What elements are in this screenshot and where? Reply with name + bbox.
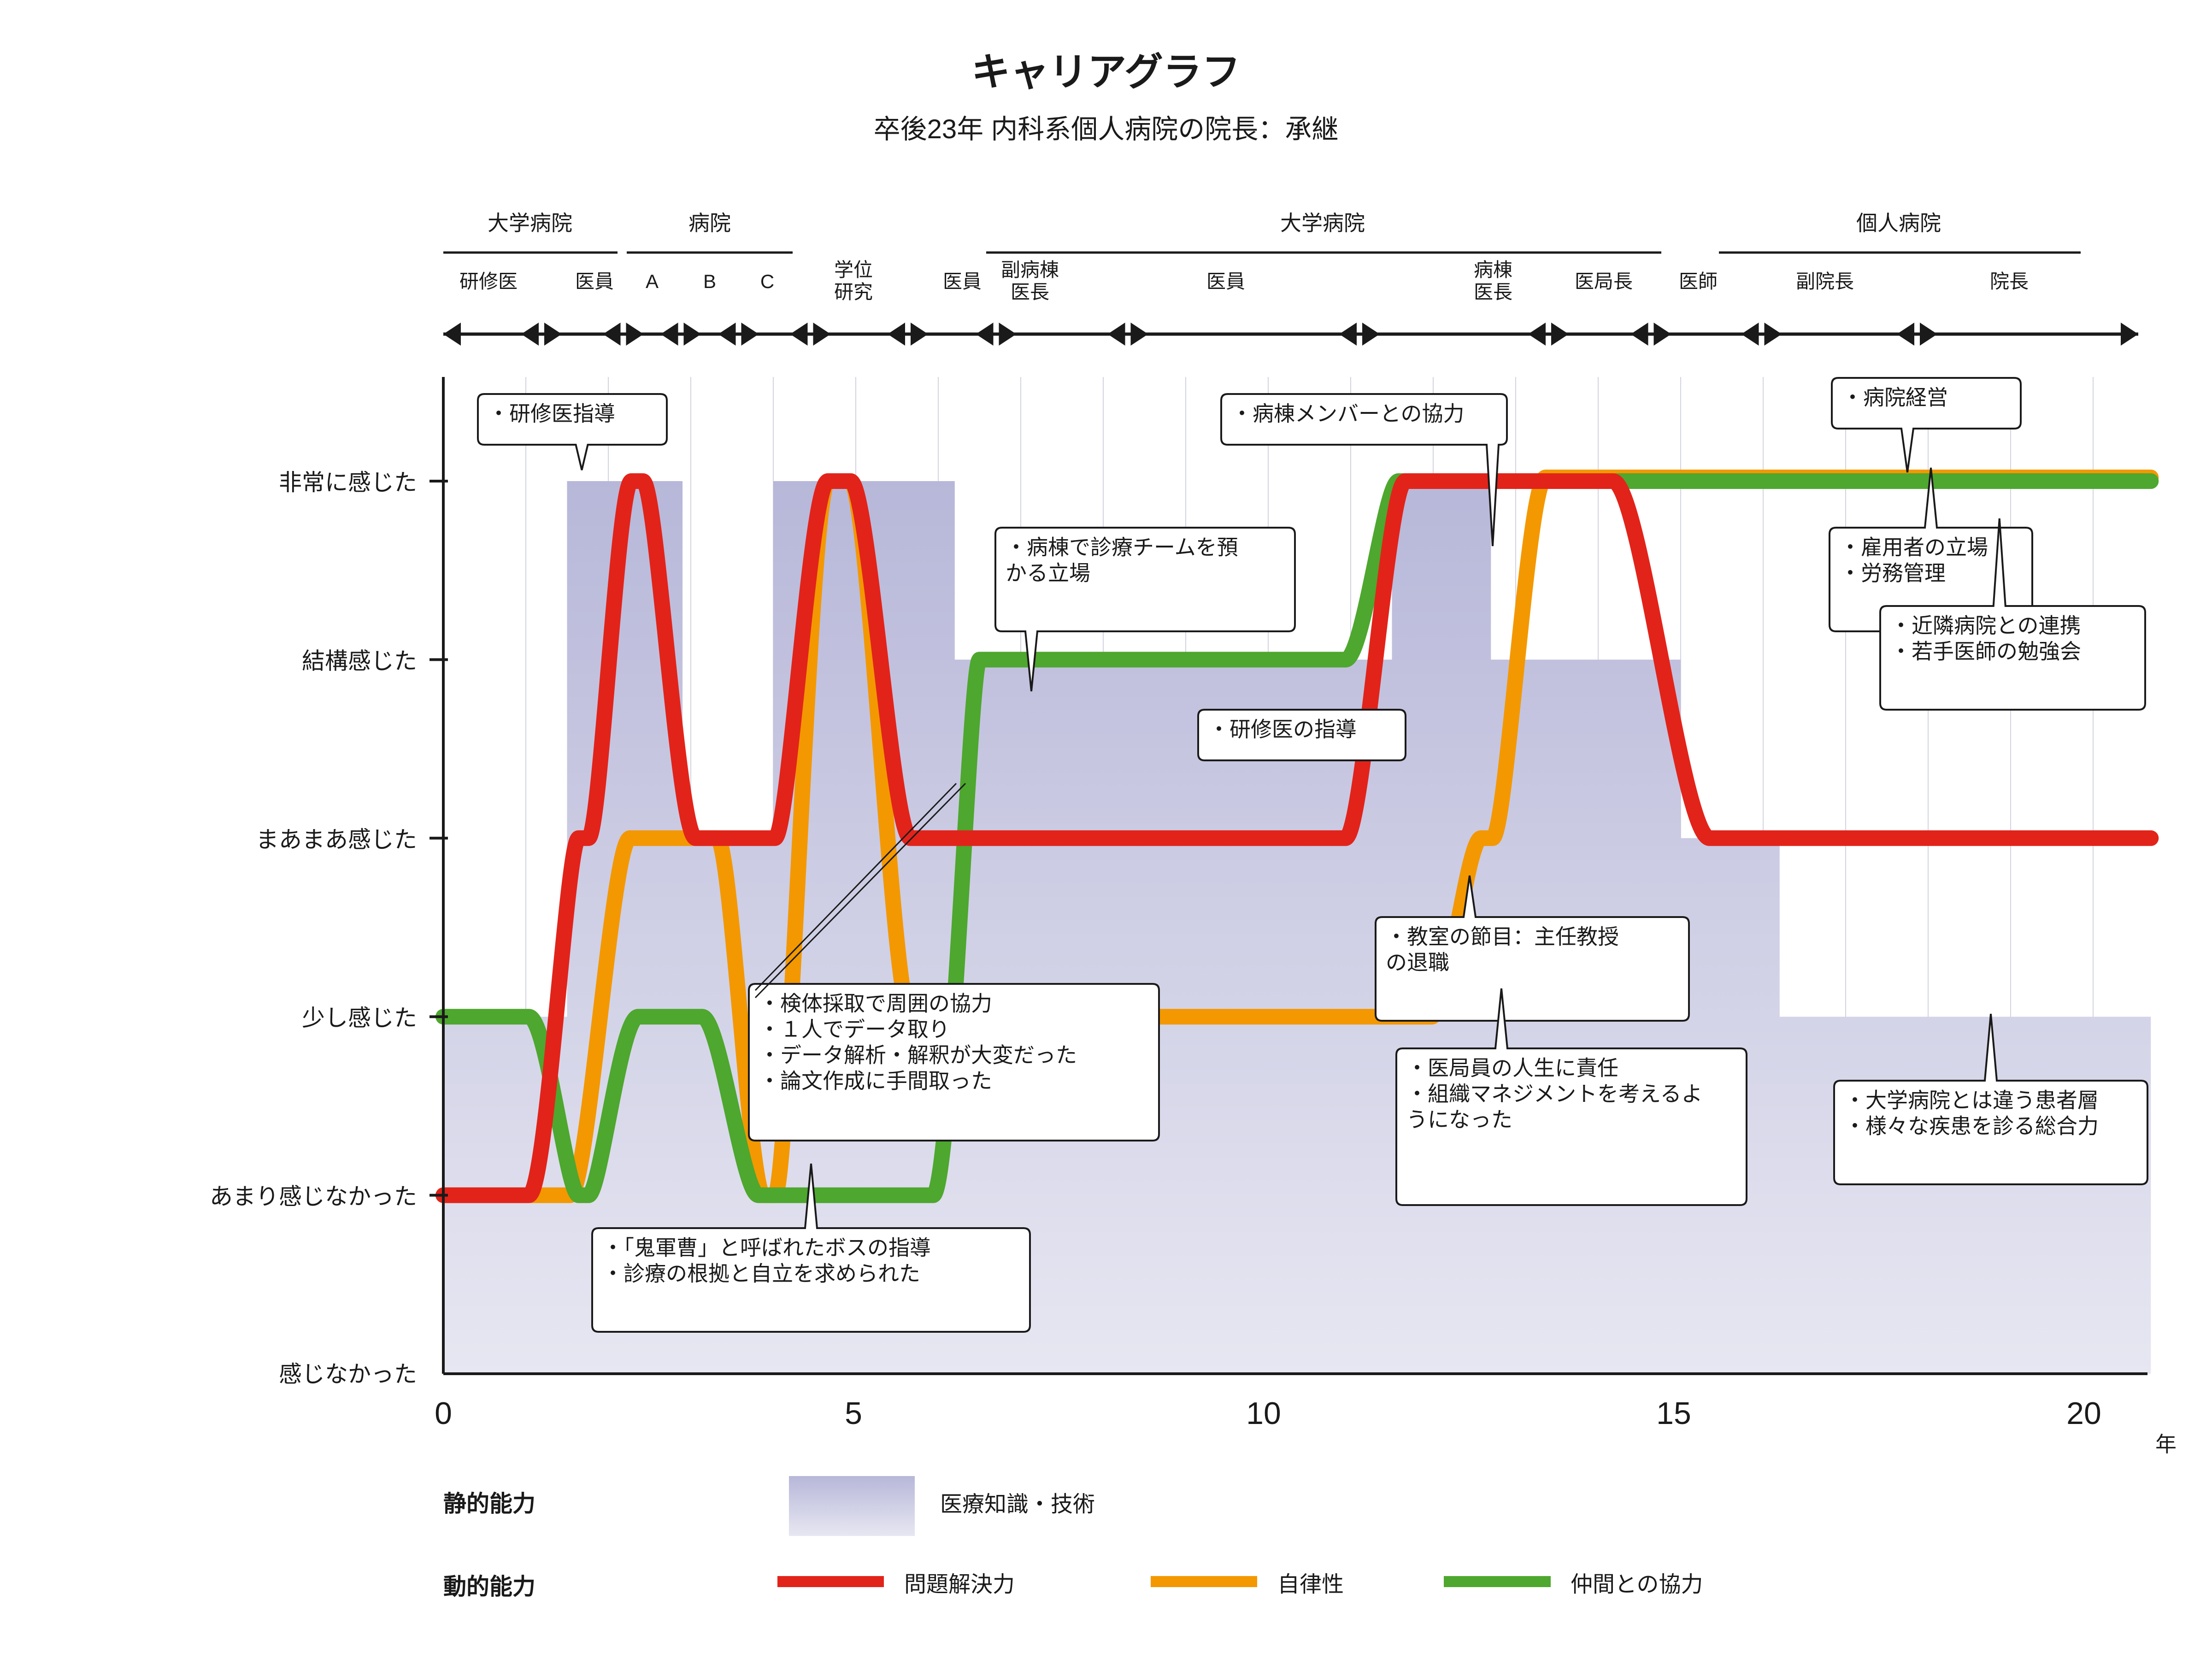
svg-text:・病棟メンバーとの協力: ・病棟メンバーとの協力 [1231,401,1465,425]
svg-text:・労務管理: ・労務管理 [1840,561,1946,585]
svg-text:医局長: 医局長 [1575,271,1633,292]
svg-text:・研修医指導: ・研修医指導 [488,401,615,425]
svg-text:・「鬼軍曹」と呼ばれたボスの指導: ・「鬼軍曹」と呼ばれたボスの指導 [602,1235,931,1259]
svg-text:C: C [760,271,774,292]
svg-text:感じなかった: 感じなかった [279,1361,417,1387]
svg-text:医師: 医師 [1679,271,1718,292]
svg-text:医員: 医員 [575,271,614,292]
svg-text:・近隣病院との連携: ・近隣病院との連携 [1890,613,2081,637]
svg-text:研修医: 研修医 [459,271,518,292]
svg-text:医長: 医長 [1011,281,1049,303]
svg-text:あまり感じなかった: あまり感じなかった [210,1184,417,1210]
svg-text:大学病院: 大学病院 [488,211,572,235]
svg-text:・データ解析・解釈が大変だった: ・データ解析・解釈が大変だった [759,1043,1077,1067]
svg-text:10: 10 [1246,1396,1281,1431]
svg-text:・教室の節目：主任教授: ・教室の節目：主任教授 [1386,924,1619,948]
svg-text:・若手医師の勉強会: ・若手医師の勉強会 [1890,639,2081,663]
svg-text:医員: 医員 [1206,271,1245,292]
svg-text:・病棟で診療チームを預: ・病棟で診療チームを預 [1006,535,1238,559]
svg-text:・雇用者の立場: ・雇用者の立場 [1840,535,1988,559]
svg-text:・組織マネジメントを考えるよ: ・組織マネジメントを考えるよ [1406,1082,1703,1106]
svg-text:15: 15 [1656,1396,1691,1431]
svg-text:結構感じた: 結構感じた [302,648,417,674]
svg-text:学位: 学位 [834,259,873,281]
svg-text:の退職: の退職 [1386,950,1449,974]
svg-text:自律性: 自律性 [1277,1572,1344,1597]
svg-text:まあまあ感じた: まあまあ感じた [256,827,417,853]
svg-text:医長: 医長 [1474,281,1512,303]
svg-text:大学病院: 大学病院 [1280,211,1365,235]
svg-text:医員: 医員 [943,271,982,292]
svg-text:研究: 研究 [834,281,873,303]
svg-text:・病院経営: ・病院経営 [1842,385,1948,409]
svg-text:非常に感じた: 非常に感じた [279,470,417,495]
svg-text:年: 年 [2155,1432,2177,1456]
svg-text:静的能力: 静的能力 [443,1491,535,1517]
svg-text:病棟: 病棟 [1474,259,1512,281]
svg-text:A: A [646,271,659,292]
svg-text:医療知識・技術: 医療知識・技術 [940,1492,1095,1517]
svg-text:・様々な疾患を診る総合力: ・様々な疾患を診る総合力 [1844,1114,2099,1138]
svg-text:卒後23年 内科系個人病院の院長：承継: 卒後23年 内科系個人病院の院長：承継 [874,114,1339,144]
svg-text:キャリアグラフ: キャリアグラフ [971,50,1241,94]
svg-text:・１人でデータ取り: ・１人でデータ取り [759,1017,950,1041]
svg-text:院長: 院長 [1990,271,2029,292]
svg-text:・論文作成に手間取った: ・論文作成に手間取った [759,1069,992,1093]
svg-text:副院長: 副院長 [1796,271,1854,292]
svg-text:20: 20 [2066,1396,2101,1431]
svg-text:・診療の根拠と自立を求められた: ・診療の根拠と自立を求められた [602,1261,920,1285]
svg-text:5: 5 [845,1396,862,1431]
svg-text:うになった: うになった [1406,1107,1512,1131]
svg-text:個人病院: 個人病院 [1856,211,1941,235]
svg-text:仲間との協力: 仲間との協力 [1571,1572,1703,1597]
svg-text:・研修医の指導: ・研修医の指導 [1208,717,1357,741]
svg-text:副病棟: 副病棟 [1001,259,1059,281]
svg-text:B: B [703,271,716,292]
svg-text:動的能力: 動的能力 [443,1574,535,1600]
svg-text:問題解決力: 問題解決力 [904,1572,1015,1597]
svg-text:・検体採取で周囲の協力: ・検体採取で周囲の協力 [759,991,992,1015]
svg-text:・医局員の人生に責任: ・医局員の人生に責任 [1406,1056,1618,1080]
svg-text:・大学病院とは違う患者層: ・大学病院とは違う患者層 [1844,1088,2099,1112]
svg-text:0: 0 [435,1396,452,1431]
svg-text:少し感じた: 少し感じた [302,1005,417,1031]
svg-text:病院: 病院 [688,211,731,235]
svg-text:かる立場: かる立場 [1006,561,1090,585]
